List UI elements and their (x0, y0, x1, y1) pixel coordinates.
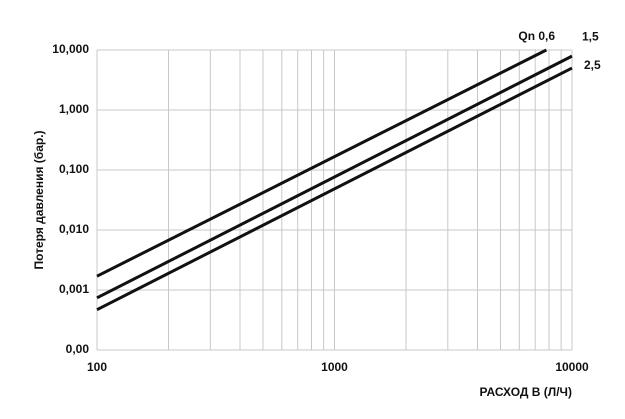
series-label: 2,5 (584, 58, 601, 72)
y-tick-label: 0,010 (59, 222, 89, 236)
y-axis-label: Потеря давления (бар.) (32, 130, 46, 269)
x-axis-label: РАСХОД В (Л/Ч) (480, 385, 572, 399)
x-tick-label: 1000 (321, 360, 348, 374)
series-line (96, 66, 573, 312)
y-tick-label: 0,00 (66, 342, 90, 356)
series-label: Qn 0,6 (518, 29, 555, 43)
y-tick-label: 10,000 (52, 42, 89, 56)
x-tick-label: 10000 (555, 360, 589, 374)
y-tick-label: 0,001 (59, 282, 89, 296)
y-tick-label: 0,100 (59, 162, 89, 176)
series-label: 1,5 (582, 29, 599, 43)
y-tick-label: 1,000 (59, 102, 89, 116)
series-line (96, 48, 548, 278)
series-line (96, 54, 573, 300)
x-tick-label: 100 (87, 360, 107, 374)
